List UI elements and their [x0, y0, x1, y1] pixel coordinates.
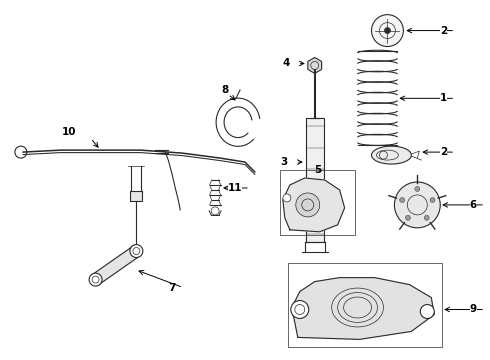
Text: 1: 1 [440, 93, 447, 103]
Bar [288, 263, 442, 347]
Circle shape [89, 273, 102, 286]
Text: 2: 2 [440, 26, 447, 36]
Circle shape [430, 198, 435, 202]
Circle shape [420, 305, 434, 319]
Text: 4: 4 [282, 58, 290, 68]
Polygon shape [92, 246, 140, 284]
Polygon shape [283, 178, 344, 232]
Text: 6: 6 [470, 200, 477, 210]
Circle shape [424, 215, 429, 220]
Text: 10: 10 [61, 127, 76, 137]
Text: 3: 3 [281, 157, 288, 167]
Circle shape [296, 193, 319, 217]
Circle shape [405, 215, 411, 220]
Bar [280, 170, 355, 235]
Text: 2: 2 [440, 147, 447, 157]
Circle shape [415, 186, 420, 192]
Bar [306, 118, 324, 242]
Circle shape [371, 15, 403, 46]
Text: 5: 5 [314, 165, 321, 175]
Text: 11: 11 [227, 183, 242, 193]
Text: 7: 7 [168, 283, 175, 293]
Bar [130, 191, 143, 201]
Circle shape [291, 301, 309, 319]
Circle shape [400, 198, 405, 202]
Circle shape [385, 28, 391, 33]
Polygon shape [308, 58, 321, 73]
Circle shape [130, 244, 143, 257]
Polygon shape [292, 278, 434, 339]
Circle shape [394, 182, 440, 228]
Circle shape [283, 194, 291, 202]
Text: 9: 9 [470, 305, 477, 315]
Ellipse shape [371, 146, 412, 164]
Text: 8: 8 [221, 85, 229, 95]
